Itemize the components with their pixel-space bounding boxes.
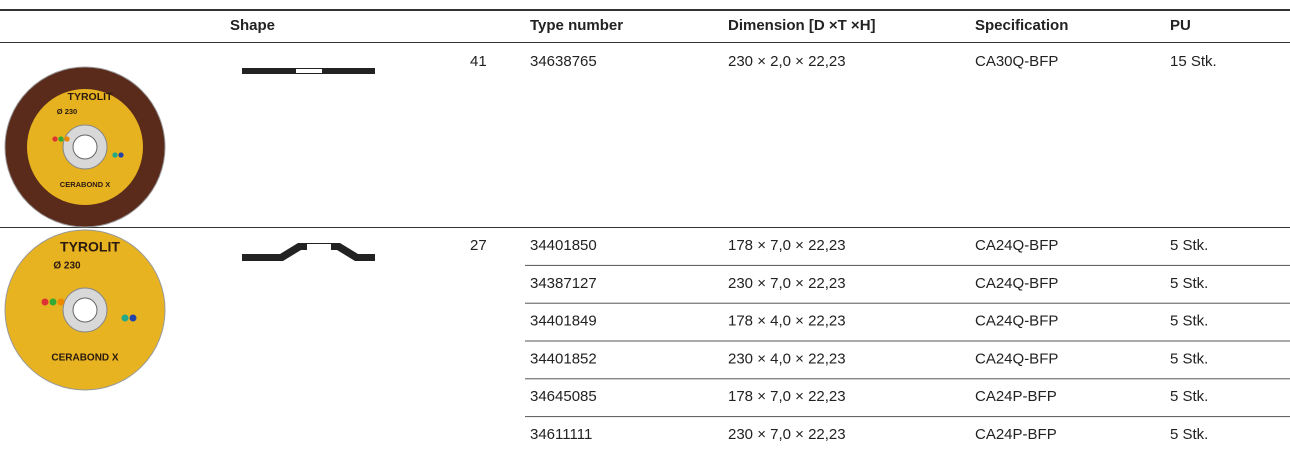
cell: 34387127: [530, 275, 597, 292]
disc-icon: [49, 298, 57, 306]
disc-icon: [64, 136, 70, 142]
disc-product: CERABOND X: [51, 353, 119, 364]
cell: 34638765: [530, 53, 597, 70]
cell: 5 Stk.: [1170, 313, 1208, 330]
disc-image: TYROLIT Ø 230 CERABOND X: [4, 229, 166, 391]
disc-hole: [72, 134, 98, 160]
cell: CA30Q-BFP: [975, 53, 1058, 70]
shape-code: 27: [470, 237, 487, 254]
disc-image: TYROLIT Ø 230 CERABOND X: [4, 66, 166, 228]
cell: CA24Q-BFP: [975, 350, 1058, 367]
disc-icon: [52, 136, 58, 142]
disc-icon: [118, 152, 124, 158]
row-rule: [525, 378, 1290, 380]
shape-code: 41: [470, 53, 487, 70]
header-type-number: Type number: [530, 17, 623, 34]
header-shape: Shape: [230, 17, 275, 34]
disc-product: CERABOND X: [60, 180, 110, 189]
cell: 5 Stk.: [1170, 426, 1208, 443]
disc-brand: TYROLIT: [60, 239, 120, 255]
disc-icon: [58, 136, 64, 142]
cell: 34645085: [530, 388, 597, 405]
header-pu: PU: [1170, 17, 1191, 34]
disc-size: Ø 230: [53, 261, 81, 272]
disc-icon: [112, 152, 118, 158]
cell: 5 Stk.: [1170, 388, 1208, 405]
cell: 34611111: [530, 426, 592, 443]
cell: CA24P-BFP: [975, 388, 1057, 405]
disc-brand: TYROLIT: [68, 91, 113, 103]
group-rule: [0, 227, 1290, 228]
shape-27-profile: [242, 243, 375, 261]
cell: 5 Stk.: [1170, 350, 1208, 367]
row-rule: [525, 264, 1290, 266]
cell: 5 Stk.: [1170, 275, 1208, 292]
row-rule: [525, 302, 1290, 304]
disc-icon: [121, 314, 129, 322]
disc-icon: [129, 314, 137, 322]
row-rule: [525, 340, 1290, 342]
disc-icon: [57, 298, 65, 306]
cell: 5 Stk.: [1170, 237, 1208, 254]
shape-41-profile: [242, 68, 375, 74]
cell: 178 × 7,0 × 22,23: [728, 237, 846, 254]
cell: 178 × 4,0 × 22,23: [728, 313, 846, 330]
cell: CA24Q-BFP: [975, 275, 1058, 292]
cell: 230 × 4,0 × 22,23: [728, 350, 846, 367]
header-rule: [0, 42, 1290, 43]
row-rule: [525, 416, 1290, 418]
top-rule: [0, 9, 1290, 11]
cell: 230 × 7,0 × 22,23: [728, 275, 846, 292]
cell: 15 Stk.: [1170, 53, 1217, 70]
disc-icon: [41, 298, 49, 306]
cell: CA24P-BFP: [975, 426, 1057, 443]
disc-hole: [72, 297, 98, 323]
cell: 34401849: [530, 313, 597, 330]
cell: 34401850: [530, 237, 597, 254]
disc-size: Ø 230: [57, 107, 77, 116]
cell: 230 × 7,0 × 22,23: [728, 426, 846, 443]
cell: 178 × 7,0 × 22,23: [728, 388, 846, 405]
cell: 34401852: [530, 350, 597, 367]
cell: CA24Q-BFP: [975, 313, 1058, 330]
cell: 230 × 2,0 × 22,23: [728, 53, 846, 70]
cell: CA24Q-BFP: [975, 237, 1058, 254]
header-specification: Specification: [975, 17, 1068, 34]
header-dimension: Dimension [D ×T ×H]: [728, 17, 876, 34]
